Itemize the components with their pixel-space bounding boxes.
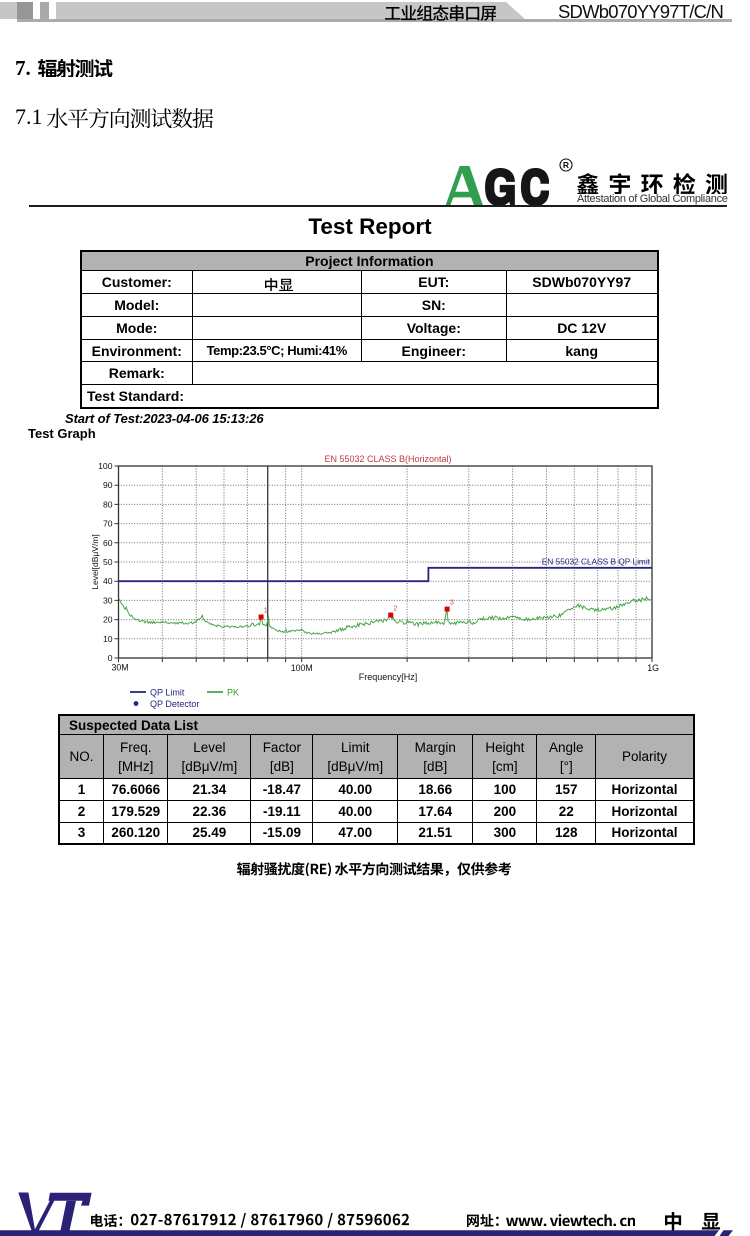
- svg-text:50: 50: [103, 557, 113, 567]
- svg-text:Level[dBμV/m]: Level[dBμV/m]: [90, 534, 100, 589]
- svg-text:1G: 1G: [647, 663, 659, 673]
- svg-text:QP Detector: QP Detector: [150, 699, 199, 709]
- svg-text:Frequency[Hz]: Frequency[Hz]: [359, 672, 418, 682]
- svg-text:0: 0: [108, 653, 113, 663]
- svg-text:30M: 30M: [112, 663, 129, 673]
- svg-text:10: 10: [103, 634, 113, 644]
- svg-text:100: 100: [98, 461, 113, 471]
- svg-text:30: 30: [103, 595, 113, 605]
- svg-text:70: 70: [103, 519, 113, 529]
- svg-text:QP Limit: QP Limit: [150, 688, 185, 698]
- svg-text:40: 40: [103, 576, 113, 586]
- svg-text:PK: PK: [227, 688, 239, 698]
- svg-text:80: 80: [103, 499, 113, 509]
- svg-text:3: 3: [450, 598, 454, 607]
- svg-text:1: 1: [264, 606, 268, 615]
- svg-text:R: R: [563, 160, 569, 170]
- svg-text:90: 90: [103, 480, 113, 490]
- svg-text:20: 20: [103, 615, 113, 625]
- svg-text:EN 55032 CLASS B(Horizontal): EN 55032 CLASS B(Horizontal): [324, 454, 451, 464]
- svg-text:EN 55032 CLASS B QP Limit: EN 55032 CLASS B QP Limit: [542, 557, 651, 567]
- svg-text:60: 60: [103, 538, 113, 548]
- svg-text:2: 2: [393, 604, 397, 613]
- svg-text:100M: 100M: [291, 663, 313, 673]
